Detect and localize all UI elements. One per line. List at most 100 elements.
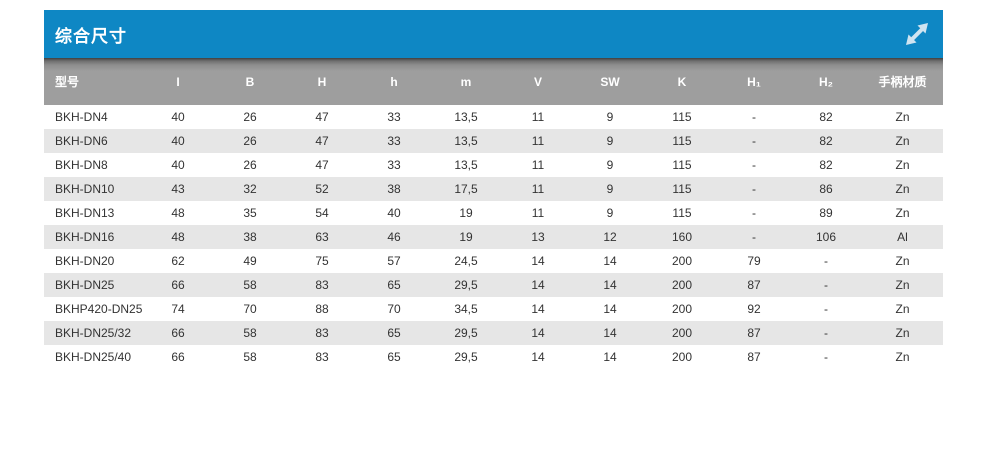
value-cell: 29,5 <box>454 350 478 364</box>
table-row: BKH-DN25 66 58 83 65 29,5 14 14 200 87 - Zn <box>44 273 943 297</box>
value-cell: 13,5 <box>454 110 478 124</box>
value-cell: 66 <box>171 278 185 292</box>
expand-arrow-icon[interactable] <box>901 18 933 50</box>
value-cell: 14 <box>531 326 545 340</box>
diagonal-arrow-glyph <box>906 23 928 45</box>
column-header-7: V <box>502 58 574 105</box>
value-cell: 200 <box>671 350 693 364</box>
value-cell: 58 <box>243 326 257 340</box>
value-cell: 17,5 <box>454 182 478 196</box>
value-cell: 54 <box>315 206 329 220</box>
value-cell: 89 <box>819 206 833 220</box>
column-header-9: K <box>646 58 718 105</box>
value-cell: 12 <box>603 230 617 244</box>
value-cell: 200 <box>671 302 693 316</box>
value-cell: 11 <box>531 206 545 220</box>
value-cell: Zn <box>895 158 910 172</box>
column-header-4: H <box>286 58 358 105</box>
model-cell: BKH-DN6 <box>55 134 108 148</box>
table-body: BKH-DN4 40 26 47 33 13,5 11 9 115 - 82 Zn BKH-DN6 40 2… <box>44 105 943 369</box>
value-cell: - <box>752 134 756 148</box>
table-row: BKH-DN8 40 26 47 33 13,5 11 9 115 - 82 Zn <box>44 153 943 177</box>
value-cell: 82 <box>819 110 833 124</box>
value-cell: 14 <box>531 350 545 364</box>
value-cell: 29,5 <box>454 278 478 292</box>
value-cell: 29,5 <box>454 326 478 340</box>
value-cell: 86 <box>819 182 833 196</box>
value-cell: - <box>752 110 756 124</box>
value-cell: 14 <box>603 254 617 268</box>
model-cell: BKH-DN25 <box>55 278 115 292</box>
model-cell: BKH-DN25/40 <box>55 350 132 364</box>
value-cell: 38 <box>243 230 257 244</box>
value-cell: Zn <box>895 134 910 148</box>
value-cell: 19 <box>459 230 473 244</box>
model-cell: BKH-DN20 <box>55 254 115 268</box>
model-cell: BKH-DN25/32 <box>55 326 132 340</box>
value-cell: 11 <box>531 110 545 124</box>
value-cell: 115 <box>672 158 692 172</box>
value-cell: 58 <box>243 350 257 364</box>
value-cell: 13,5 <box>454 158 478 172</box>
table-row: BKH-DN13 48 35 54 40 19 11 9 115 - 89 Zn <box>44 201 943 225</box>
value-cell: - <box>752 206 756 220</box>
value-cell: 26 <box>243 134 257 148</box>
value-cell: 115 <box>672 182 692 196</box>
value-cell: 19 <box>459 206 473 220</box>
value-cell: 200 <box>671 326 693 340</box>
column-header-11: H₂ <box>790 58 862 105</box>
value-cell: 13,5 <box>454 134 478 148</box>
model-cell: BKH-DN13 <box>55 206 115 220</box>
value-cell: Zn <box>895 206 910 220</box>
value-cell: 40 <box>171 110 185 124</box>
value-cell: Zn <box>895 182 910 196</box>
panel-header: 综合尺寸 <box>44 10 943 58</box>
value-cell: 14 <box>531 254 545 268</box>
value-cell: - <box>824 278 828 292</box>
value-cell: 49 <box>243 254 257 268</box>
value-cell: 11 <box>531 158 545 172</box>
column-header-12: 手柄材质 <box>862 58 943 105</box>
table-row: BKH-DN4 40 26 47 33 13,5 11 9 115 - 82 Zn <box>44 105 943 129</box>
table-row: BKH-DN20 62 49 75 57 24,5 14 14 200 79 - Zn <box>44 249 943 273</box>
column-header-5: h <box>358 58 430 105</box>
value-cell: 82 <box>819 158 833 172</box>
value-cell: 115 <box>672 206 692 220</box>
value-cell: 48 <box>171 230 185 244</box>
value-cell: 66 <box>171 350 185 364</box>
value-cell: 26 <box>243 110 257 124</box>
value-cell: 14 <box>603 326 617 340</box>
value-cell: 63 <box>315 230 329 244</box>
value-cell: 75 <box>315 254 329 268</box>
value-cell: 83 <box>315 350 329 364</box>
value-cell: Zn <box>895 350 910 364</box>
value-cell: Zn <box>895 254 910 268</box>
column-header-3: B <box>214 58 286 105</box>
value-cell: 40 <box>171 158 185 172</box>
value-cell: 88 <box>315 302 329 316</box>
value-cell: 70 <box>387 302 401 316</box>
column-header-6: m <box>430 58 502 105</box>
table-row: BKH-DN10 43 32 52 38 17,5 11 9 115 - 86 Zn <box>44 177 943 201</box>
value-cell: 14 <box>531 302 545 316</box>
column-header-10: H₁ <box>718 58 790 105</box>
column-header-1: 型号 <box>44 58 142 105</box>
value-cell: 160 <box>671 230 693 244</box>
value-cell: 200 <box>671 254 693 268</box>
value-cell: 24,5 <box>454 254 478 268</box>
value-cell: - <box>824 326 828 340</box>
value-cell: 115 <box>672 134 692 148</box>
table-row: BKH-DN6 40 26 47 33 13,5 11 9 115 - 82 Zn <box>44 129 943 153</box>
value-cell: 66 <box>171 326 185 340</box>
value-cell: - <box>752 158 756 172</box>
value-cell: 11 <box>531 134 545 148</box>
column-header-2: I <box>142 58 214 105</box>
value-cell: Zn <box>895 302 910 316</box>
value-cell: Zn <box>895 326 910 340</box>
value-cell: 14 <box>603 302 617 316</box>
value-cell: 83 <box>315 326 329 340</box>
value-cell: 9 <box>606 182 614 196</box>
